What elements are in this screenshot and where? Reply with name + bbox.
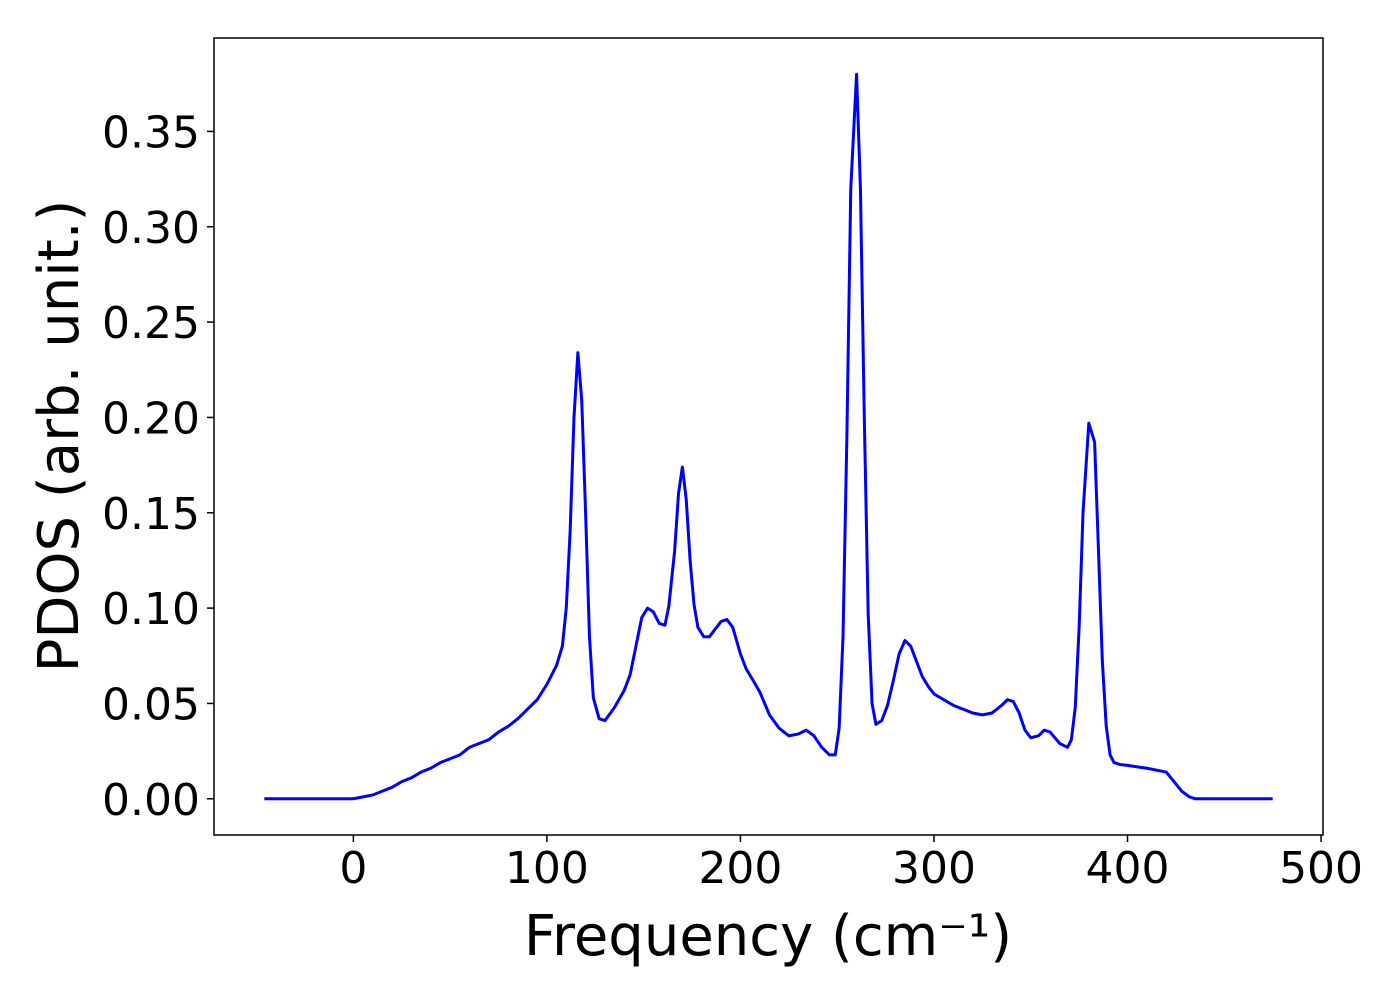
y-tick-label: 0.30 [102, 203, 200, 254]
x-tick-label: 400 [1086, 843, 1170, 894]
x-tick-label: 300 [892, 843, 976, 894]
y-tick-label: 0.35 [102, 107, 200, 158]
x-tick-label: 500 [1279, 843, 1363, 894]
x-tick-label: 200 [698, 843, 782, 894]
line [264, 72, 1273, 801]
y-axis-label: PDOS (arb. unit.) [27, 200, 92, 673]
y-tick-label: 0.20 [102, 393, 200, 444]
y-tick-label: 0.10 [102, 584, 200, 635]
x-tick-label: 0 [339, 843, 367, 894]
y-tick-label: 0.05 [102, 679, 200, 730]
y-tick-label: 0.00 [102, 775, 200, 826]
y-tick-label: 0.25 [102, 298, 200, 349]
x-axis-label: Frequency (cm⁻¹) [524, 904, 1012, 969]
x-tick-label: 100 [505, 843, 589, 894]
plot-frame [213, 37, 1324, 836]
y-tick-label: 0.15 [102, 489, 200, 540]
